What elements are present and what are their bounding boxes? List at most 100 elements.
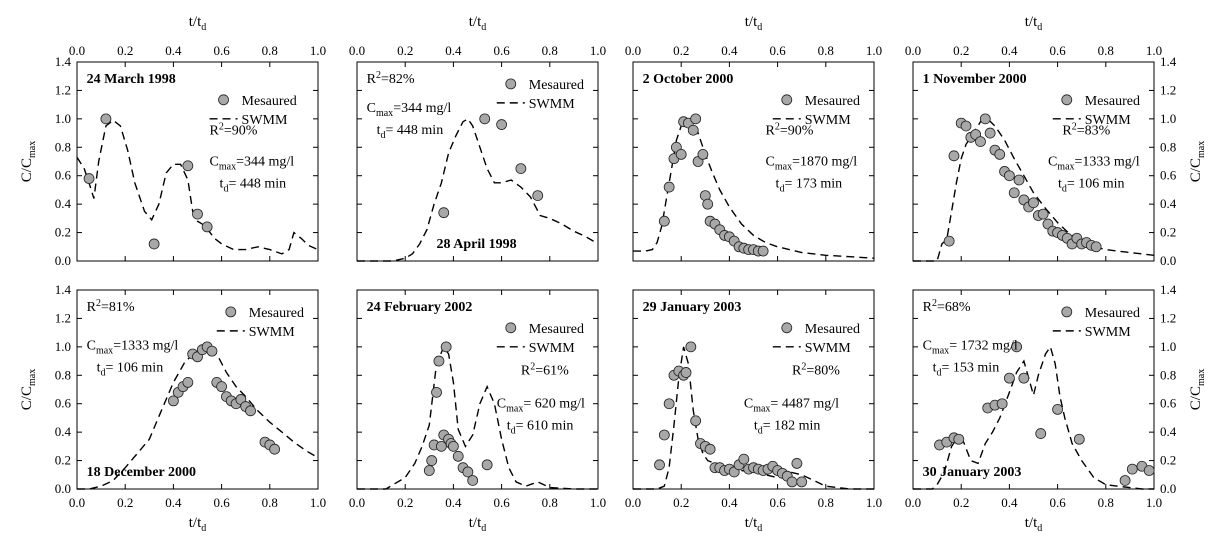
x-axis-label: t/td: [469, 14, 487, 33]
plot-frame: [632, 289, 875, 490]
y-axis-label: C/Cmax: [1188, 141, 1207, 182]
r-squared-label: R2=83%: [1062, 122, 1110, 139]
y-tick-label: 0.4: [55, 424, 72, 439]
td-label: td= 182 min: [754, 418, 821, 436]
swmm-line: [357, 117, 599, 262]
measured-point: [786, 476, 798, 488]
y-tick-label: 1.2: [1160, 82, 1176, 97]
measured-point: [201, 221, 213, 233]
measured-point: [675, 148, 687, 160]
panel-title: 24 March 1998: [87, 72, 176, 87]
measured-point: [467, 475, 479, 486]
x-tick-label: 0.6: [769, 495, 786, 510]
y-tick-label: 0.8: [55, 367, 71, 382]
measured-point: [83, 173, 95, 184]
measured-point: [440, 341, 452, 353]
y-tick-label: 0.0: [55, 253, 71, 268]
y-tick-label: 0.4: [55, 196, 72, 211]
x-axis-label: t/td: [189, 14, 207, 33]
plot-frame: [632, 61, 875, 262]
legend-swmm-label: SWMM: [1085, 325, 1131, 340]
y-tick-label: 0.2: [55, 453, 71, 468]
y-tick-label: 1.2: [55, 82, 71, 97]
legend-measured-label: Mesaured: [529, 78, 584, 93]
legend-swmm-label: SWMM: [805, 113, 851, 128]
y-tick-label: 0.0: [1160, 253, 1176, 268]
measured-point: [182, 376, 194, 388]
x-tick-label-top: 0.8: [542, 43, 558, 58]
x-tick-label-top: 0.2: [673, 43, 689, 58]
legend-measured-marker: [1061, 306, 1073, 318]
measured-point: [496, 119, 508, 130]
measured-point: [433, 355, 445, 367]
measured-point: [796, 476, 808, 488]
legend-measured-marker: [225, 306, 237, 318]
panel-6: 0.0 0.2 0.4 0.6 0.8 1.0 t/td 24 February 2002 Me…: [349, 289, 606, 534]
cmax-label: Cmax= 1732 mg/l: [923, 339, 1018, 357]
measured-point: [148, 238, 160, 250]
panel-2: 0.0 0.2 0.4 0.6 0.8 1.0 t/td 28 April 1998 Mesau…: [349, 14, 606, 262]
x-tick-label: 1.0: [310, 495, 326, 510]
y-tick-label: 0.4: [1160, 196, 1177, 211]
x-tick-label-top: 0.8: [1098, 43, 1114, 58]
measured-point: [1013, 174, 1025, 186]
y-tick-label: 0.6: [1160, 396, 1177, 411]
x-tick-label-top: 0.6: [493, 43, 510, 58]
measured-point: [704, 443, 716, 455]
measured-point: [1073, 433, 1085, 445]
plot-frame: [356, 61, 599, 262]
panel-title: 28 April 1998: [437, 237, 517, 252]
x-tick-label-top: 0.4: [1001, 43, 1018, 58]
panel-3: 0.0 0.2 0.4 0.6 0.8 1.0 t/td 2 October 2000 Mesa…: [625, 14, 882, 262]
y-tick-label: 0.8: [1160, 139, 1176, 154]
x-tick-label: 0.0: [349, 495, 365, 510]
x-tick-label-top: 1.0: [866, 43, 882, 58]
x-tick-label-top: 1.0: [590, 43, 606, 58]
r-squared-label: R2=82%: [367, 70, 415, 87]
td-label: td= 106 min: [97, 361, 164, 379]
measured-point: [697, 148, 709, 160]
y-tick-label: 1.0: [55, 111, 71, 126]
x-tick-label: 0.6: [1049, 495, 1066, 510]
measured-point: [757, 245, 769, 257]
x-tick-label: 0.4: [1001, 495, 1018, 510]
x-tick-label: 0.2: [117, 495, 133, 510]
swmm-line: [357, 345, 598, 490]
legend-measured-label: Mesaured: [805, 94, 860, 109]
measured-point: [994, 148, 1006, 160]
measured-point: [462, 466, 474, 478]
measured-point: [192, 208, 203, 220]
measured-point: [1018, 372, 1030, 384]
measured-point: [182, 160, 194, 172]
measured-point: [1035, 428, 1047, 439]
measured-point: [948, 150, 960, 162]
r-squared-label: R2=90%: [766, 122, 814, 139]
legend-measured-marker: [781, 322, 793, 334]
panel-7: 0.0 0.2 0.4 0.6 0.8 1.0 t/td 29 January 2003 Mes…: [625, 289, 882, 534]
measured-point: [690, 415, 702, 427]
y-axis-label: C/Cmax: [1188, 369, 1207, 410]
x-tick-label-top: 1.0: [310, 43, 326, 58]
x-axis-label: t/td: [745, 515, 763, 534]
y-tick-label: 1.4: [1160, 54, 1177, 69]
x-tick-label: 0.8: [542, 495, 558, 510]
legend-measured-label: Mesaured: [529, 322, 584, 337]
x-tick-label: 0.2: [673, 495, 689, 510]
swmm-line: [913, 118, 1155, 262]
r-squared-label: R2=81%: [87, 298, 135, 315]
y-axis-label: C/Cmax: [19, 369, 38, 410]
td-label: td= 610 min: [507, 418, 574, 436]
legend-swmm-label: SWMM: [242, 113, 288, 128]
cmax-label: Cmax=344 mg/l: [210, 154, 295, 172]
plot-frame: [912, 61, 1155, 262]
y-tick-label: 1.2: [1160, 310, 1176, 325]
y-tick-label: 0.4: [1160, 424, 1177, 439]
r-squared-label: R2=80%: [792, 362, 840, 379]
measured-point: [690, 113, 702, 125]
measured-point: [685, 341, 697, 353]
td-label: td= 173 min: [776, 176, 843, 194]
x-tick-label-top: 0.8: [262, 43, 278, 58]
x-tick-label: 0.0: [625, 495, 641, 510]
legend-swmm-label: SWMM: [805, 341, 851, 356]
